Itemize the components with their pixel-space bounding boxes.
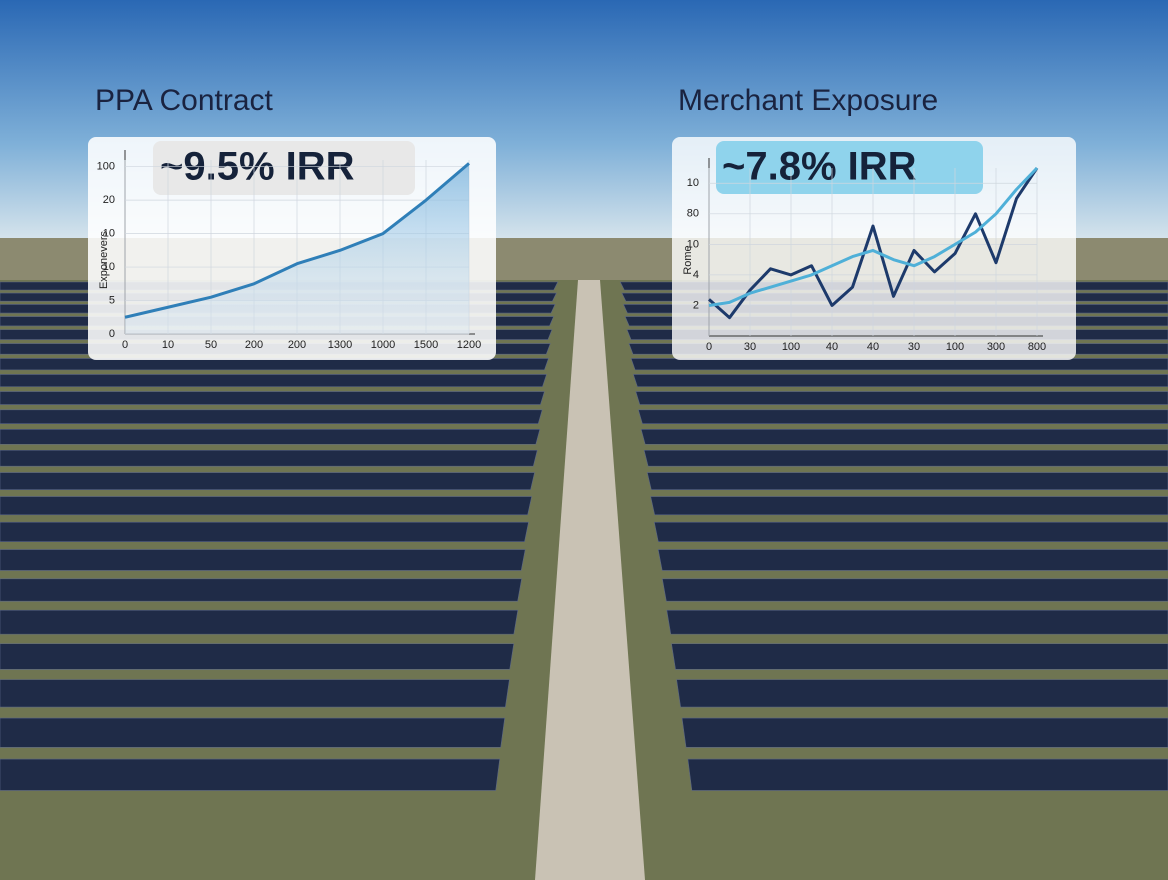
panel-row (0, 549, 526, 571)
x-tick-label: 800 (1028, 341, 1046, 353)
line (708, 166, 1039, 307)
x-tick-label: 0 (706, 341, 712, 353)
x-tick-label: 200 (245, 339, 263, 351)
panel-row (635, 391, 1168, 405)
x-tick-label: 30 (744, 341, 756, 353)
panel-row (0, 521, 529, 542)
y-tick-label: 20 (103, 194, 115, 206)
panel-row (661, 578, 1168, 602)
panel-row (0, 429, 541, 445)
panel-row (650, 496, 1168, 516)
chart-title: Merchant Exposure (678, 84, 938, 117)
panel-row (671, 643, 1168, 670)
charts: PPA Contract~9.5% IRRExponevers051010201… (95, 84, 1046, 353)
headline: ~7.8% IRR (722, 145, 917, 189)
panel-row (0, 758, 501, 791)
y-tick-label: 4 (693, 269, 699, 281)
panel-row (640, 429, 1168, 445)
panel-row (676, 679, 1168, 708)
panel-row (0, 717, 506, 748)
panel-row (630, 358, 1168, 371)
x-tick-label: 300 (987, 341, 1005, 353)
panel-row (0, 358, 549, 371)
y-tick-label: 10 (687, 238, 699, 250)
x-tick-label: 40 (867, 341, 879, 353)
y-axis-label: Exponevers (98, 230, 110, 289)
panel-row (0, 643, 515, 670)
panel-row (0, 449, 538, 467)
road (535, 280, 645, 880)
panel-row (0, 391, 545, 405)
y-tick-label: 10 (103, 261, 115, 273)
panel-row (653, 521, 1168, 542)
panel-row (0, 374, 547, 387)
panel-row (646, 472, 1168, 490)
x-tick-label: 50 (205, 339, 217, 351)
panel-row (666, 609, 1168, 635)
y-tick-label: 10 (103, 228, 115, 240)
y-tick-label: 80 (687, 208, 699, 220)
y-tick-label: 5 (109, 294, 115, 306)
panel-row (0, 679, 510, 708)
x-tick-label: 30 (908, 341, 920, 353)
y-tick-label: 10 (687, 177, 699, 189)
x-tick-label: 1000 (371, 339, 395, 351)
panel-row (0, 609, 519, 635)
x-tick-label: 1200 (457, 339, 481, 351)
headline-pill (153, 141, 415, 195)
panel-row (0, 409, 543, 425)
panel-row (687, 758, 1168, 791)
x-tick-label: 1300 (328, 339, 352, 351)
x-tick-label: 100 (946, 341, 964, 353)
x-tick-label: 200 (288, 339, 306, 351)
x-tick-label: 10 (162, 339, 174, 351)
x-tick-label: 0 (122, 339, 128, 351)
line (708, 167, 1039, 320)
area (125, 163, 469, 334)
panel-row (0, 578, 522, 602)
y-tick-label: 2 (693, 299, 699, 311)
y-tick-label: 0 (109, 328, 115, 340)
headline-pill (716, 141, 983, 194)
panel-row (657, 549, 1168, 571)
y-axis-label: Rome (682, 245, 694, 274)
panel-row (681, 717, 1168, 748)
panel-row (643, 449, 1168, 467)
chart-title: PPA Contract (95, 84, 274, 117)
y-tick-label: 100 (97, 161, 115, 173)
x-tick-label: 100 (782, 341, 800, 353)
panel-row (632, 374, 1168, 387)
panel-row (0, 496, 533, 516)
x-tick-label: 1500 (414, 339, 438, 351)
panel-row (0, 472, 535, 490)
x-tick-label: 40 (826, 341, 838, 353)
line (124, 162, 470, 319)
panel-row (637, 409, 1168, 425)
